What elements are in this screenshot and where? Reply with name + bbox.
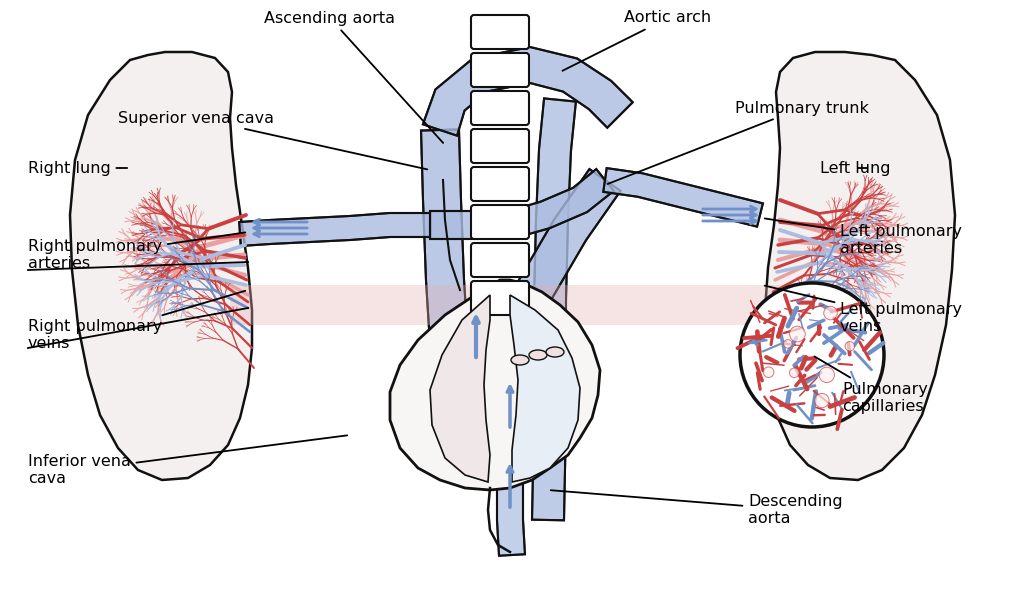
Text: Descending
aorta: Descending aorta bbox=[551, 490, 843, 526]
Text: Superior vena cava: Superior vena cava bbox=[118, 110, 427, 169]
Circle shape bbox=[740, 283, 884, 427]
Polygon shape bbox=[421, 129, 474, 422]
Polygon shape bbox=[423, 47, 633, 136]
Polygon shape bbox=[532, 99, 575, 520]
Circle shape bbox=[823, 306, 838, 320]
FancyBboxPatch shape bbox=[471, 53, 529, 87]
Text: Left pulmonary
arteries: Left pulmonary arteries bbox=[765, 218, 962, 256]
Polygon shape bbox=[240, 213, 430, 246]
Text: Inferior vena
cava: Inferior vena cava bbox=[28, 435, 347, 486]
Polygon shape bbox=[603, 168, 763, 227]
Text: Left lung: Left lung bbox=[820, 160, 891, 175]
FancyBboxPatch shape bbox=[471, 243, 529, 277]
Circle shape bbox=[815, 394, 829, 408]
Ellipse shape bbox=[546, 347, 564, 357]
Polygon shape bbox=[510, 295, 580, 482]
FancyBboxPatch shape bbox=[471, 167, 529, 201]
Polygon shape bbox=[230, 285, 780, 325]
FancyBboxPatch shape bbox=[471, 205, 529, 239]
Text: Pulmonary
capillaries: Pulmonary capillaries bbox=[814, 356, 928, 414]
Text: Right lung: Right lung bbox=[28, 160, 127, 175]
Polygon shape bbox=[390, 280, 600, 490]
Circle shape bbox=[790, 368, 799, 378]
Circle shape bbox=[763, 367, 774, 378]
Text: Aortic arch: Aortic arch bbox=[562, 11, 712, 71]
Circle shape bbox=[845, 342, 855, 351]
Polygon shape bbox=[70, 52, 252, 480]
Text: Right pulmonary
veins: Right pulmonary veins bbox=[28, 291, 246, 351]
Circle shape bbox=[819, 367, 835, 382]
Ellipse shape bbox=[511, 355, 529, 365]
Text: Pulmonary trunk: Pulmonary trunk bbox=[607, 100, 869, 184]
Text: Ascending aorta: Ascending aorta bbox=[264, 11, 443, 143]
FancyBboxPatch shape bbox=[471, 91, 529, 125]
Circle shape bbox=[783, 340, 793, 348]
Polygon shape bbox=[765, 52, 955, 480]
Circle shape bbox=[790, 326, 805, 342]
FancyBboxPatch shape bbox=[471, 281, 529, 315]
FancyBboxPatch shape bbox=[471, 15, 529, 49]
FancyBboxPatch shape bbox=[471, 129, 529, 163]
Polygon shape bbox=[430, 295, 490, 482]
Polygon shape bbox=[497, 420, 525, 556]
Ellipse shape bbox=[529, 350, 547, 360]
Text: Right pulmonary
arteries: Right pulmonary arteries bbox=[28, 232, 246, 271]
Polygon shape bbox=[430, 169, 613, 239]
Text: Left pulmonary
veins: Left pulmonary veins bbox=[765, 286, 962, 334]
Polygon shape bbox=[472, 169, 621, 426]
